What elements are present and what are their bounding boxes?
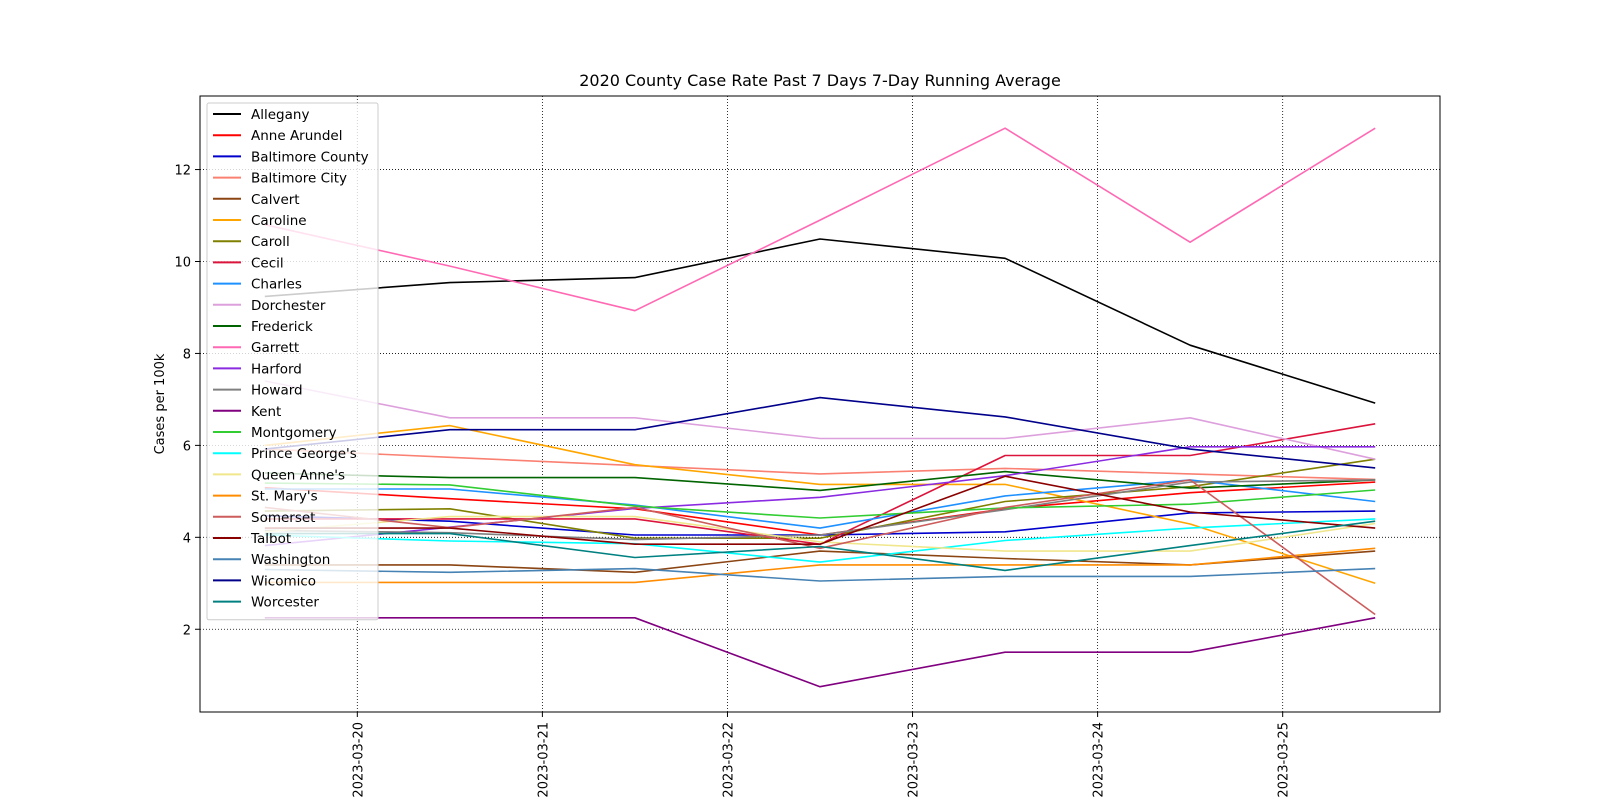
chart-title: 2020 County Case Rate Past 7 Days 7-Day … — [579, 71, 1061, 90]
series-line — [264, 396, 1376, 469]
y-tick-label: 8 — [183, 347, 191, 362]
x-tick-label: 2023-03-22 — [721, 722, 736, 798]
legend: Allegany Anne Arundel Baltimore County Balt… — [206, 102, 379, 621]
axis-ticks: 2023-03-20 2023-03-21 2023-03-22 2023-03-23… — [174, 164, 1291, 798]
legend-entry: Worcester — [251, 595, 319, 611]
legend-entry: Charles — [251, 277, 302, 293]
y-tick-label: 12 — [174, 164, 191, 179]
x-tick-label: 2023-03-21 — [536, 722, 551, 798]
legend-entry: Frederick — [251, 319, 313, 335]
y-tick-label: 6 — [183, 439, 191, 454]
legend-entry: Allegany — [251, 107, 309, 123]
series-line — [264, 458, 1376, 540]
legend-entry: St. Mary's — [251, 489, 318, 505]
legend-box — [206, 102, 379, 621]
series-line — [264, 616, 1376, 688]
legend-entry: Howard — [251, 383, 303, 399]
series-line — [264, 380, 1376, 460]
series-line — [264, 518, 1376, 563]
x-tick-label: 2023-03-25 — [1277, 722, 1292, 798]
legend-entry: Queen Anne's — [251, 467, 345, 483]
y-tick-label: 10 — [174, 255, 191, 270]
legend-entry: Baltimore County — [251, 149, 369, 165]
series-line — [264, 479, 1376, 541]
legend-entry: Harford — [251, 361, 302, 377]
series-lines — [264, 127, 1376, 688]
series-line — [264, 547, 1376, 584]
series-line — [264, 475, 1376, 546]
legend-entry: Caroline — [251, 213, 307, 229]
y-axis-label: Cases per 100k — [153, 353, 168, 454]
legend-entry: Wicomico — [251, 573, 316, 589]
series-line — [264, 448, 1376, 481]
legend-entry: Baltimore City — [251, 171, 347, 187]
x-tick-label: 2023-03-20 — [351, 722, 366, 798]
series-line — [264, 424, 1376, 585]
y-tick-label: 4 — [183, 531, 191, 546]
legend-entry: Cecil — [251, 255, 284, 271]
series-line — [264, 520, 1376, 572]
legend-entry: Garrett — [251, 340, 299, 356]
legend-entry: Prince George's — [251, 446, 357, 462]
plot-frame — [199, 95, 1441, 713]
y-tick-label: 2 — [183, 623, 191, 638]
legend-entry: Talbot — [250, 531, 291, 547]
legend-entry: Kent — [251, 404, 281, 420]
legend-entry: Montgomery — [251, 425, 337, 441]
legend-entry: Washington — [251, 552, 330, 568]
legend-entry: Dorchester — [251, 298, 326, 314]
legend-entry: Calvert — [251, 192, 300, 208]
series-line — [264, 470, 1376, 492]
series-line — [264, 127, 1376, 312]
x-tick-label: 2023-03-23 — [907, 722, 922, 798]
legend-entry: Anne Arundel — [251, 128, 342, 144]
legend-entry: Caroll — [251, 234, 290, 250]
series-line — [264, 238, 1376, 404]
series-line — [264, 567, 1376, 582]
series-line — [264, 515, 1376, 552]
series-line — [264, 482, 1376, 519]
x-tick-label: 2023-03-24 — [1092, 722, 1107, 798]
legend-entry: Somerset — [251, 510, 315, 526]
